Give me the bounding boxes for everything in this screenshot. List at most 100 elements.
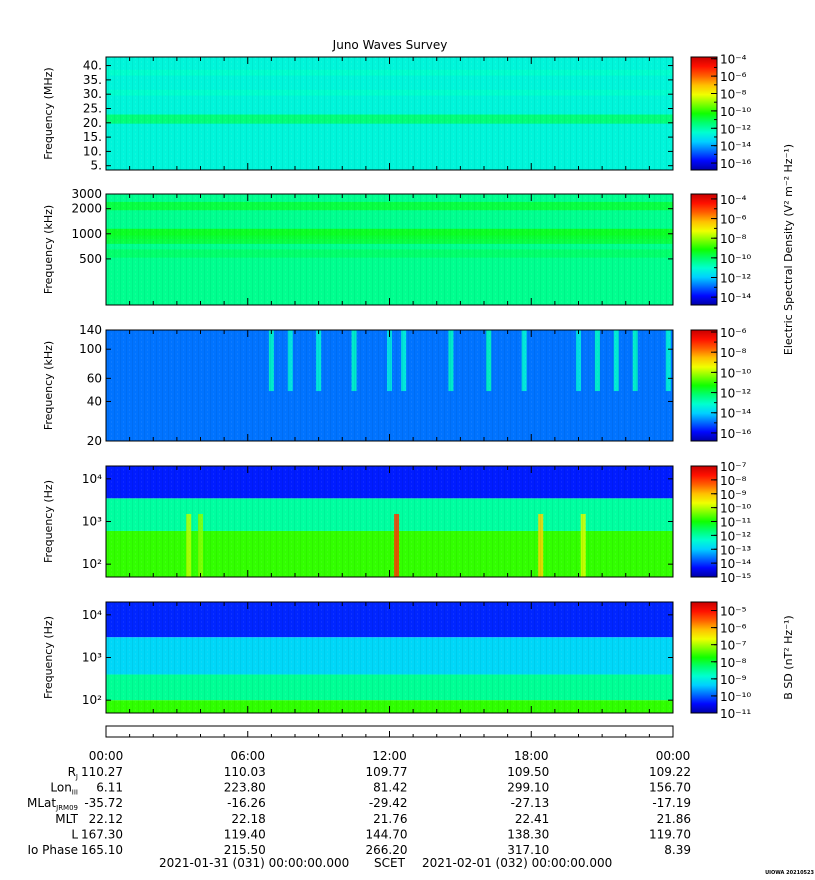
colorbar-tick-label: 10⁻⁶ [720, 326, 747, 340]
colorbar-tick-label: 10⁻¹⁰ [720, 252, 751, 266]
spectrogram-panels: 5.10.15.20.25.30.35.40. Frequency (MHz) 10… [42, 53, 751, 721]
ephemeris-value: 109.22 [649, 765, 691, 779]
colorbar: 10⁻¹⁴ 10⁻¹² 10⁻¹⁰ 10⁻⁸ 10⁻⁶ 10⁻⁴ [690, 193, 751, 306]
time-axis: 00:00 06:00 12:00 18:00 00:00 [89, 725, 690, 763]
colorbar-tick-label: 10⁻⁶ [720, 622, 747, 636]
colorbar-tick-label: 10⁻¹⁰ [720, 690, 751, 704]
colorbar: 10⁻¹⁵10⁻¹⁴10⁻¹³10⁻¹²10⁻¹¹10⁻¹⁰10⁻⁹10⁻⁸10… [690, 460, 751, 585]
colorbar-tick-label: 10⁻¹⁴ [720, 557, 751, 571]
colorbar-tick-label: 10⁻¹² [720, 387, 751, 401]
colorbar-axis-label: B SD (nT² Hz⁻¹) [782, 615, 795, 699]
y-tick-label: 10⁴ [82, 608, 102, 622]
plot-area [106, 194, 673, 305]
footer-start-time: 2021-01-31 (031) 00:00:00.000 [159, 856, 349, 870]
footer: 2021-01-31 (031) 00:00:00.000 SCET 2021-… [159, 856, 815, 876]
y-tick-label: 1000 [71, 227, 102, 241]
y-tick-label: 20 [87, 434, 102, 448]
ephemeris-value: 266.20 [366, 843, 408, 857]
ephemeris-label: L [71, 827, 78, 841]
y-axis-label: Frequency (Hz) [42, 616, 55, 699]
y-tick-label: 2000 [71, 202, 102, 216]
colorbar-tick-label: 10⁻⁸ [720, 474, 747, 488]
y-tick-label: 40. [83, 59, 102, 73]
ephemeris-value: 110.03 [224, 765, 266, 779]
y-tick-label: 140 [79, 323, 102, 337]
colorbar-tick-label: 10⁻¹⁶ [720, 157, 751, 171]
y-axis-label: Frequency (MHz) [42, 67, 55, 159]
colorbar: 10⁻¹¹ 10⁻¹⁰ 10⁻⁹ 10⁻⁸ 10⁻⁷ 10⁻⁶ 10⁻⁵ [690, 601, 751, 721]
ephemeris-value: 223.80 [224, 781, 266, 795]
plot-area [106, 57, 673, 170]
y-tick-label: 10³ [82, 515, 102, 529]
colorbar-tick-label: 10⁻⁸ [720, 656, 747, 670]
panel-mhz: 5.10.15.20.25.30.35.40. Frequency (MHz) 10… [42, 53, 751, 173]
plot-area [106, 466, 673, 577]
y-tick-label: 10. [83, 144, 102, 158]
colorbar-tick-label: 10⁻¹⁰ [720, 502, 751, 516]
colorbar-tick-label: 10⁻⁶ [720, 213, 747, 227]
colorbar-tick-label: 10⁻¹¹ [720, 516, 751, 530]
colorbar-tick-label: 10⁻⁷ [720, 639, 747, 653]
colorbar: 10⁻¹⁶ 10⁻¹⁴ 10⁻¹² 10⁻¹⁰ 10⁻⁸ 10⁻⁶ [690, 326, 751, 442]
ephemeris-value: 119.40 [224, 827, 266, 841]
plot-area [106, 330, 673, 441]
colorbar-tick-label: 10⁻¹² [720, 529, 751, 543]
footer-credit: UIOWA 20210523 [765, 870, 814, 876]
colorbar-tick-label: 10⁻⁹ [720, 488, 747, 502]
colorbar-tick-label: 10⁻⁹ [720, 673, 747, 687]
ephemeris-value: 22.18 [231, 812, 265, 826]
ephemeris-value: -27.13 [511, 796, 550, 810]
y-tick-label: 5. [91, 159, 102, 173]
colorbar-tick-label: 10⁻¹¹ [720, 707, 751, 721]
y-axis-label: Frequency (kHz) [42, 205, 55, 294]
y-tick-label: 10³ [82, 651, 102, 665]
ephemeris-value: 22.41 [515, 812, 549, 826]
ephemeris-value: 138.30 [507, 827, 549, 841]
x-tick-label: 00:00 [89, 749, 124, 763]
colorbar-axis-label: Electric Spectral Density (V² m⁻² Hz⁻¹) [782, 144, 795, 355]
ephemeris-value: -16.26 [227, 796, 266, 810]
y-axis-label: Frequency (kHz) [42, 341, 55, 430]
colorbar: 10⁻¹⁶ 10⁻¹⁴ 10⁻¹² 10⁻¹⁰ 10⁻⁸ 10⁻⁶ 10⁻⁴ [690, 53, 751, 171]
ephemeris-label: MLatJRM09 [27, 796, 78, 812]
ephemeris-value: -29.42 [369, 796, 408, 810]
ephemeris-value: 21.86 [657, 812, 691, 826]
y-tick-label: 10² [82, 693, 102, 707]
colorbar-tick-label: 10⁻¹⁴ [720, 140, 751, 154]
ephemeris-value: 165.10 [81, 843, 123, 857]
footer-scet: SCET [374, 856, 406, 870]
colorbar-tick-label: 10⁻⁸ [720, 88, 747, 102]
ephemeris-value: 317.10 [507, 843, 549, 857]
colorbar-tick-label: 10⁻¹⁴ [720, 291, 751, 305]
colorbar-tick-label: 10⁻⁵ [720, 605, 747, 619]
y-tick-label: 35. [83, 73, 102, 87]
ephemeris-table: RJ 110.27 110.03 109.77 109.50 109.22 LonIII 6.… [27, 765, 691, 857]
x-tick-label: 18:00 [514, 749, 549, 763]
ephemeris-value: 109.77 [366, 765, 408, 779]
ephemeris-value: -35.72 [84, 796, 123, 810]
ephemeris-value: 22.12 [89, 812, 123, 826]
colorbar-tick-label: 10⁻⁸ [720, 346, 747, 360]
y-tick-label: 40 [87, 394, 102, 408]
colorbar-tick-label: 10⁻⁴ [720, 193, 747, 207]
colorbar-tick-label: 10⁻¹⁵ [720, 571, 751, 585]
y-tick-label: 10² [82, 557, 102, 571]
colorbar-tick-label: 10⁻¹² [720, 122, 751, 136]
colorbar-tick-label: 10⁻⁶ [720, 70, 747, 84]
chart-title: Juno Waves Survey [332, 38, 448, 52]
ephemeris-value: 109.50 [507, 765, 549, 779]
y-tick-label: 25. [83, 101, 102, 115]
x-tick-label: 06:00 [230, 749, 265, 763]
y-tick-label: 15. [83, 130, 102, 144]
ephemeris-label: MLT [55, 812, 78, 826]
y-tick-label: 3000 [71, 187, 102, 201]
ephemeris-value: 215.50 [224, 843, 266, 857]
x-tick-label: 12:00 [372, 749, 407, 763]
colorbar-tick-label: 10⁻⁸ [720, 232, 747, 246]
colorbar-tick-label: 10⁻¹³ [720, 543, 751, 557]
ephemeris-value: 110.27 [81, 765, 123, 779]
y-tick-label: 20. [83, 116, 102, 130]
